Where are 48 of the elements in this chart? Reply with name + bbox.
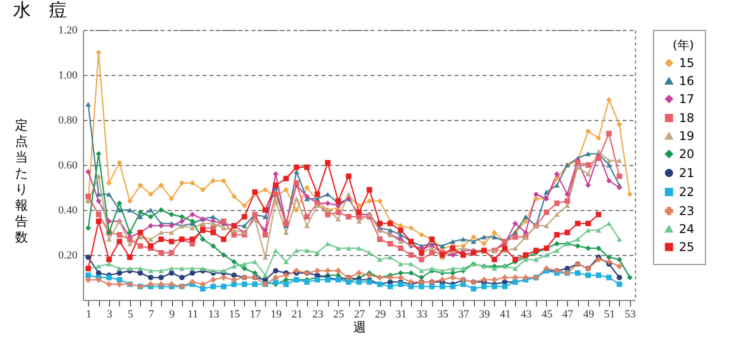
x-tick-label: 31 — [396, 308, 407, 320]
x-tick-label: 43 — [520, 308, 532, 320]
x-tick-label: 51 — [604, 308, 615, 320]
y-tick-label: 0.80 — [58, 114, 78, 126]
x-tick-label: 45 — [541, 308, 553, 320]
x-tick-label: 25 — [333, 308, 345, 320]
x-tick-label: 21 — [292, 308, 303, 320]
legend-label: 20 — [679, 147, 694, 161]
x-tick-label: 35 — [437, 308, 449, 320]
legend-label: 16 — [679, 74, 694, 88]
y-tick-label: 0.40 — [58, 204, 78, 216]
x-tick-label: 53 — [624, 308, 636, 320]
x-tick-label: 11 — [188, 308, 198, 320]
legend-label: 15 — [679, 56, 694, 70]
x-tick-label: 41 — [500, 308, 511, 320]
legend-label: 25 — [679, 240, 694, 254]
x-tick-label: 19 — [270, 308, 282, 320]
x-tick-label: 17 — [250, 308, 262, 320]
x-tick-label: 29 — [374, 308, 386, 320]
x-tick-label: 15 — [229, 308, 241, 320]
legend-label: 23 — [679, 204, 694, 218]
x-tick-label: 27 — [354, 308, 366, 320]
legend-label: 19 — [679, 129, 694, 143]
x-tick-label: 5 — [128, 308, 134, 320]
y-tick-label: 0.60 — [58, 160, 78, 172]
x-tick-label: 9 — [169, 308, 176, 320]
x-tick-label: 1 — [86, 308, 92, 320]
x-tick-label: 33 — [416, 308, 428, 320]
x-tick-label: 39 — [478, 308, 490, 320]
legend-label: 21 — [679, 166, 694, 180]
legend-label: 18 — [679, 111, 694, 125]
x-axis-title: 週 — [353, 320, 366, 336]
x-tick-label: 47 — [562, 308, 574, 320]
x-tick-label: 13 — [208, 308, 220, 320]
x-tick-label: 49 — [583, 308, 595, 320]
y-tick-label: 1.00 — [58, 70, 78, 82]
legend-label: 17 — [679, 92, 694, 106]
y-axis-title: 定点当たり報告数 — [15, 118, 28, 246]
x-tick-label: 7 — [148, 308, 154, 320]
y-tick-label: 0.20 — [58, 250, 78, 262]
legend-label: 24 — [679, 222, 694, 236]
chart-title: 水 痘 — [13, 0, 67, 21]
legend-title: (年) — [672, 38, 694, 52]
x-tick-label: 37 — [458, 308, 470, 320]
x-tick-label: 23 — [312, 308, 324, 320]
x-tick-label: 3 — [106, 308, 113, 320]
y-tick-label: 1.20 — [58, 24, 78, 36]
legend-label: 22 — [679, 185, 694, 199]
